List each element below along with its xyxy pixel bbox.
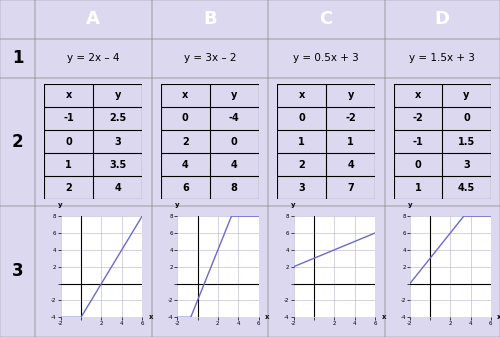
Text: D: D: [435, 10, 450, 28]
Text: y: y: [292, 202, 296, 208]
Text: x: x: [298, 90, 305, 100]
Text: x: x: [497, 314, 500, 320]
Text: -4: -4: [229, 114, 239, 123]
Text: 6: 6: [182, 183, 188, 193]
Text: 0: 0: [182, 114, 188, 123]
Text: y = 1.5x + 3: y = 1.5x + 3: [410, 53, 475, 63]
Text: y: y: [464, 90, 469, 100]
Text: C: C: [320, 10, 333, 28]
Text: y = 0.5x + 3: y = 0.5x + 3: [294, 53, 359, 63]
Text: 0: 0: [414, 160, 422, 170]
Text: 7: 7: [348, 183, 354, 193]
Text: 3: 3: [12, 262, 24, 280]
Text: B: B: [203, 10, 216, 28]
Text: 2: 2: [298, 160, 305, 170]
Text: 3: 3: [298, 183, 305, 193]
Text: 1: 1: [12, 49, 23, 67]
Text: y: y: [114, 90, 121, 100]
Text: 4: 4: [348, 160, 354, 170]
Text: 4.5: 4.5: [458, 183, 475, 193]
Text: 0: 0: [231, 136, 237, 147]
Text: 4: 4: [182, 160, 188, 170]
Text: x: x: [182, 90, 188, 100]
Text: y: y: [348, 90, 354, 100]
Text: y = 3x – 2: y = 3x – 2: [184, 53, 236, 63]
Text: 1: 1: [414, 183, 422, 193]
Text: -1: -1: [412, 136, 424, 147]
Text: x: x: [66, 90, 72, 100]
Text: y: y: [175, 202, 180, 208]
Text: 1: 1: [348, 136, 354, 147]
Text: -2: -2: [412, 114, 424, 123]
Text: 2: 2: [182, 136, 188, 147]
Text: x: x: [265, 314, 270, 320]
Text: -2: -2: [346, 114, 356, 123]
Text: x: x: [148, 314, 153, 320]
Text: 1: 1: [298, 136, 305, 147]
Text: y: y: [231, 90, 237, 100]
Text: 4: 4: [114, 183, 121, 193]
Text: x: x: [382, 314, 386, 320]
Text: 4: 4: [231, 160, 237, 170]
Text: 1: 1: [66, 160, 72, 170]
Text: x: x: [415, 90, 421, 100]
Text: y: y: [58, 202, 63, 208]
Text: 2.5: 2.5: [109, 114, 126, 123]
Text: -1: -1: [64, 114, 74, 123]
Text: 3.5: 3.5: [109, 160, 126, 170]
Text: 2: 2: [12, 132, 24, 151]
Text: 3: 3: [463, 160, 470, 170]
Text: y = 2x – 4: y = 2x – 4: [67, 53, 120, 63]
Text: 2: 2: [66, 183, 72, 193]
Text: 0: 0: [66, 136, 72, 147]
Text: 0: 0: [463, 114, 470, 123]
Text: y: y: [408, 202, 412, 208]
Text: 1.5: 1.5: [458, 136, 475, 147]
Text: 0: 0: [298, 114, 305, 123]
Text: 3: 3: [114, 136, 121, 147]
Text: 8: 8: [231, 183, 237, 193]
Text: A: A: [86, 10, 100, 28]
